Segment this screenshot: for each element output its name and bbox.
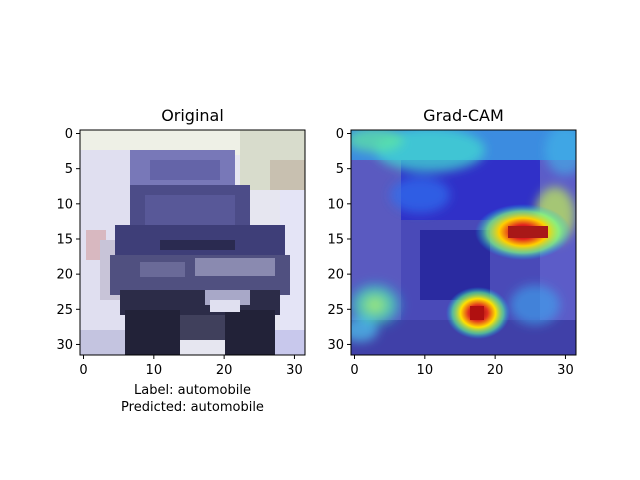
gradcam-y-tick-label: 10 — [327, 197, 344, 212]
gradcam-y-tick-label: 25 — [327, 303, 344, 318]
gradcam-x-tick-label: 10 — [417, 363, 434, 378]
original-y-axis: 0 5 10 15 20 25 30 — [56, 127, 80, 353]
gradcam-x-tick-label: 20 — [487, 363, 504, 378]
original-y-tick-label: 25 — [56, 303, 73, 318]
original-y-tick-label: 10 — [56, 197, 73, 212]
gradcam-y-axis: 0 5 10 15 20 25 30 — [327, 127, 351, 353]
gradcam-title: Grad-CAM — [423, 106, 504, 125]
original-y-tick-label: 0 — [65, 127, 73, 142]
gradcam-y-tick-label: 5 — [336, 162, 344, 177]
predicted-caption: Predicted: automobile — [121, 400, 264, 415]
original-x-tick-label: 10 — [146, 363, 163, 378]
original-y-tick-label: 15 — [56, 232, 73, 247]
original-x-tick-label: 0 — [79, 363, 87, 378]
original-y-tick-label: 5 — [65, 162, 73, 177]
gradcam-x-tick-label: 0 — [350, 363, 358, 378]
gradcam-y-tick-label: 15 — [327, 232, 344, 247]
original-x-tick-label: 20 — [216, 363, 233, 378]
original-x-tick-label: 30 — [286, 363, 303, 378]
original-y-tick-label: 30 — [56, 338, 73, 353]
gradcam-y-tick-label: 0 — [336, 127, 344, 142]
gradcam-y-tick-label: 20 — [327, 268, 344, 283]
label-caption: Label: automobile — [134, 383, 251, 398]
gradcam-panel: Grad-CAM — [327, 106, 577, 378]
original-panel: Original — [56, 106, 306, 415]
gradcam-x-tick-label: 30 — [557, 363, 574, 378]
gradcam-x-axis: 0 10 20 30 — [350, 355, 574, 378]
original-frame — [79, 129, 306, 356]
gradcam-y-tick-label: 30 — [327, 338, 344, 353]
gradcam-frame — [350, 129, 577, 356]
original-y-tick-label: 20 — [56, 268, 73, 283]
original-x-axis: 0 10 20 30 — [79, 355, 303, 378]
gradcam-image — [351, 130, 576, 355]
original-title: Original — [161, 106, 224, 125]
original-image — [80, 130, 305, 355]
